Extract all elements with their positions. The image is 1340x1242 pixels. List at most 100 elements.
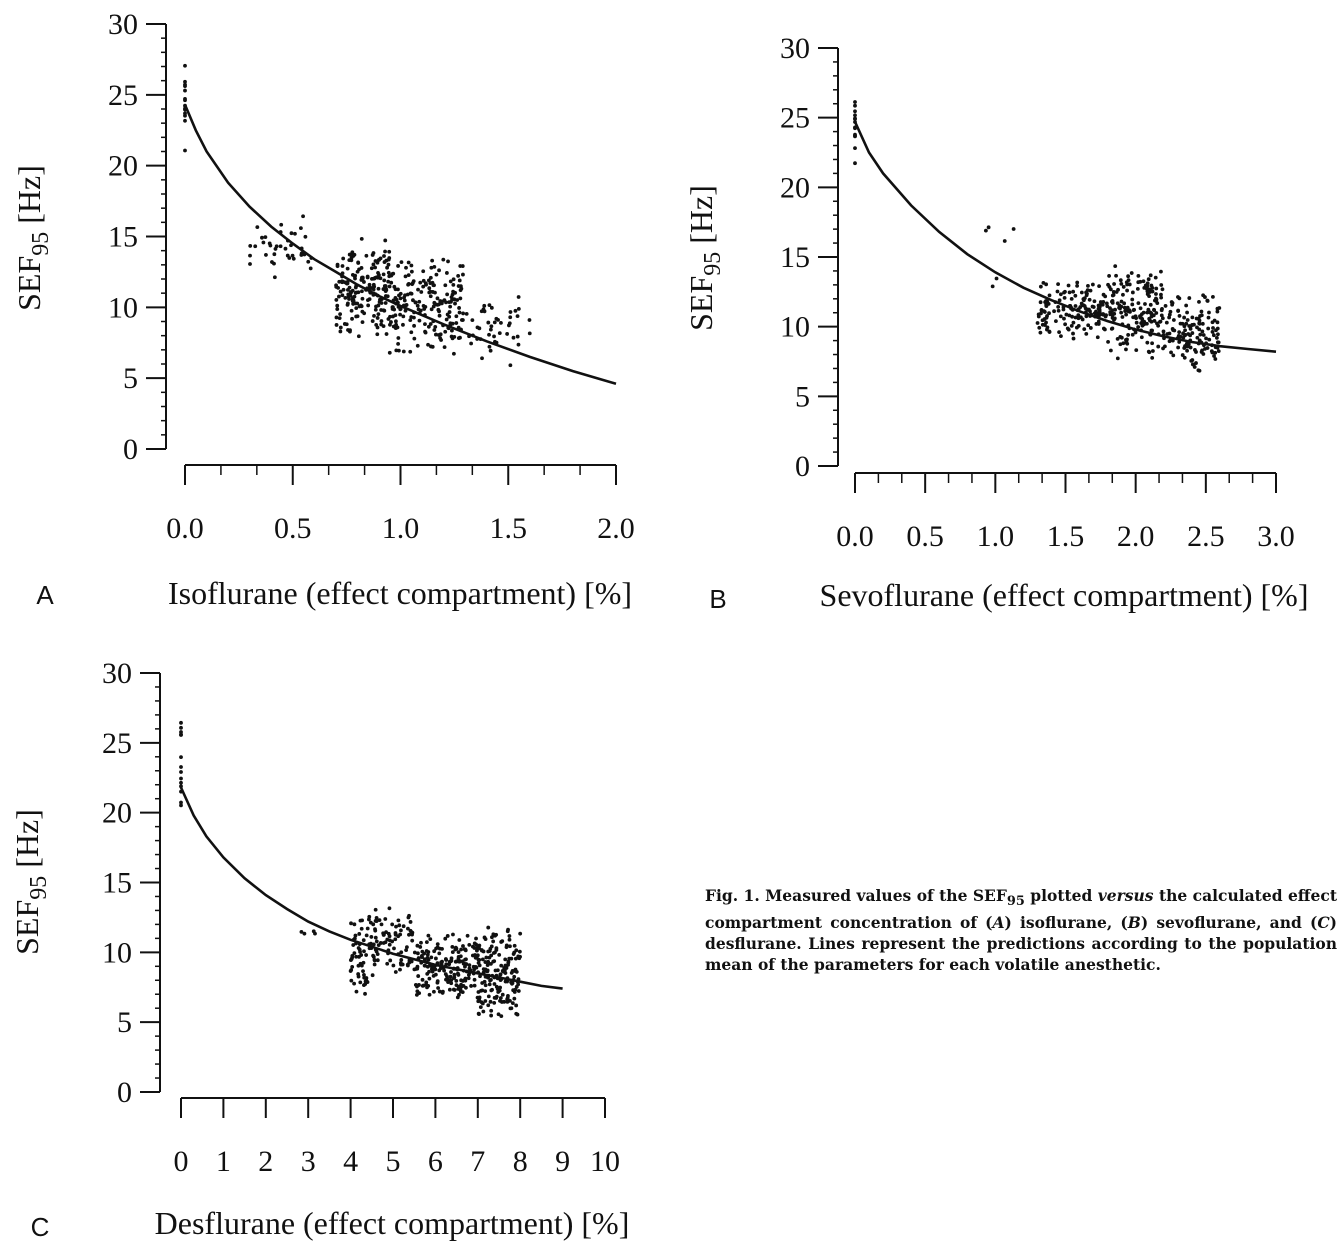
data-point [1090,282,1095,287]
y-axis-title: SEF95 [Hz] [9,809,52,955]
data-point [340,279,344,284]
data-point [456,971,460,976]
x-tick-label: 5 [386,1145,401,1178]
data-point [358,961,363,966]
data-point [354,989,359,994]
data-point [334,298,339,302]
data-point [480,356,484,361]
data-point [365,275,370,280]
data-point [362,972,366,977]
data-point [399,928,403,933]
data-point [488,999,493,1004]
data-point [1159,295,1164,300]
data-point [1159,283,1164,287]
data-point [435,296,440,301]
panel-a-isoflurane-chart: 0 5 10 15 20 25 30 0.0 0.5 1.0 1.5 2.0 SEF95 [Hz] Iso… [11,8,635,611]
data-point [465,933,470,938]
data-point [373,259,378,263]
data-point [473,965,478,969]
data-point [411,298,415,303]
data-point [1038,330,1043,335]
data-point [1124,307,1128,312]
data-point [390,922,395,927]
data-point [458,335,462,340]
data-point [1112,311,1117,316]
data-point [337,316,342,321]
data-point [510,1001,515,1006]
data-point [423,322,427,327]
data-point [433,290,437,295]
data-point [467,966,472,971]
data-point [299,929,304,934]
data-point [376,303,381,308]
data-point [1115,356,1120,361]
data-point [469,341,474,346]
data-point [452,976,456,980]
data-point [1095,335,1100,340]
data-point [437,313,442,318]
data-point [385,265,389,270]
data-point [1135,286,1140,291]
data-point [1134,348,1139,353]
x-tick-label: 0.0 [166,512,204,545]
data-point [433,972,438,977]
data-point [1212,354,1216,358]
data-point [421,303,426,308]
data-point [1075,283,1080,288]
data-point [450,297,454,302]
data-point [1080,317,1085,322]
data-point [456,950,461,955]
data-point [383,249,387,254]
data-point [432,949,437,954]
data-point [350,964,355,969]
data-point [373,919,378,923]
data-point [1201,333,1206,337]
data-point [1086,323,1091,328]
data-point [1189,359,1194,363]
data-point [1136,301,1141,306]
data-point [477,995,482,1000]
data-point [1097,304,1102,309]
data-point [391,963,396,968]
data-point [410,932,414,937]
data-point [461,944,465,948]
y-tick-label: 25 [780,102,810,135]
data-point [434,272,439,277]
data-point [406,281,411,286]
data-point [444,977,448,982]
data-point [1101,292,1106,297]
x-tick-label: 1.0 [977,520,1015,553]
data-point [1190,362,1195,367]
data-point [451,277,456,282]
data-point [179,780,183,785]
data-point [1119,335,1124,340]
y-tick-label: 0 [795,450,810,483]
data-point [1211,333,1216,338]
data-point [527,318,532,322]
data-point [404,948,409,953]
data-point [412,336,417,341]
data-point [416,974,421,978]
data-point [1167,315,1172,320]
data-point [1092,299,1097,304]
data-point [499,320,503,325]
data-point [508,310,513,314]
data-point [435,979,440,984]
data-point [359,266,364,270]
data-point [429,265,434,270]
data-point [1141,322,1145,327]
data-point [482,309,487,314]
data-point [1057,298,1062,303]
data-point [303,234,308,239]
data-point [376,312,381,317]
data-point [386,279,391,284]
x-tick-label: 10 [590,1145,620,1178]
data-point [405,945,409,950]
data-point [1118,342,1123,347]
data-point [404,265,408,270]
y-tick-label: 10 [108,291,138,324]
data-point [352,252,357,257]
data-point [429,955,434,960]
data-point [387,942,392,947]
data-point [1216,349,1221,354]
